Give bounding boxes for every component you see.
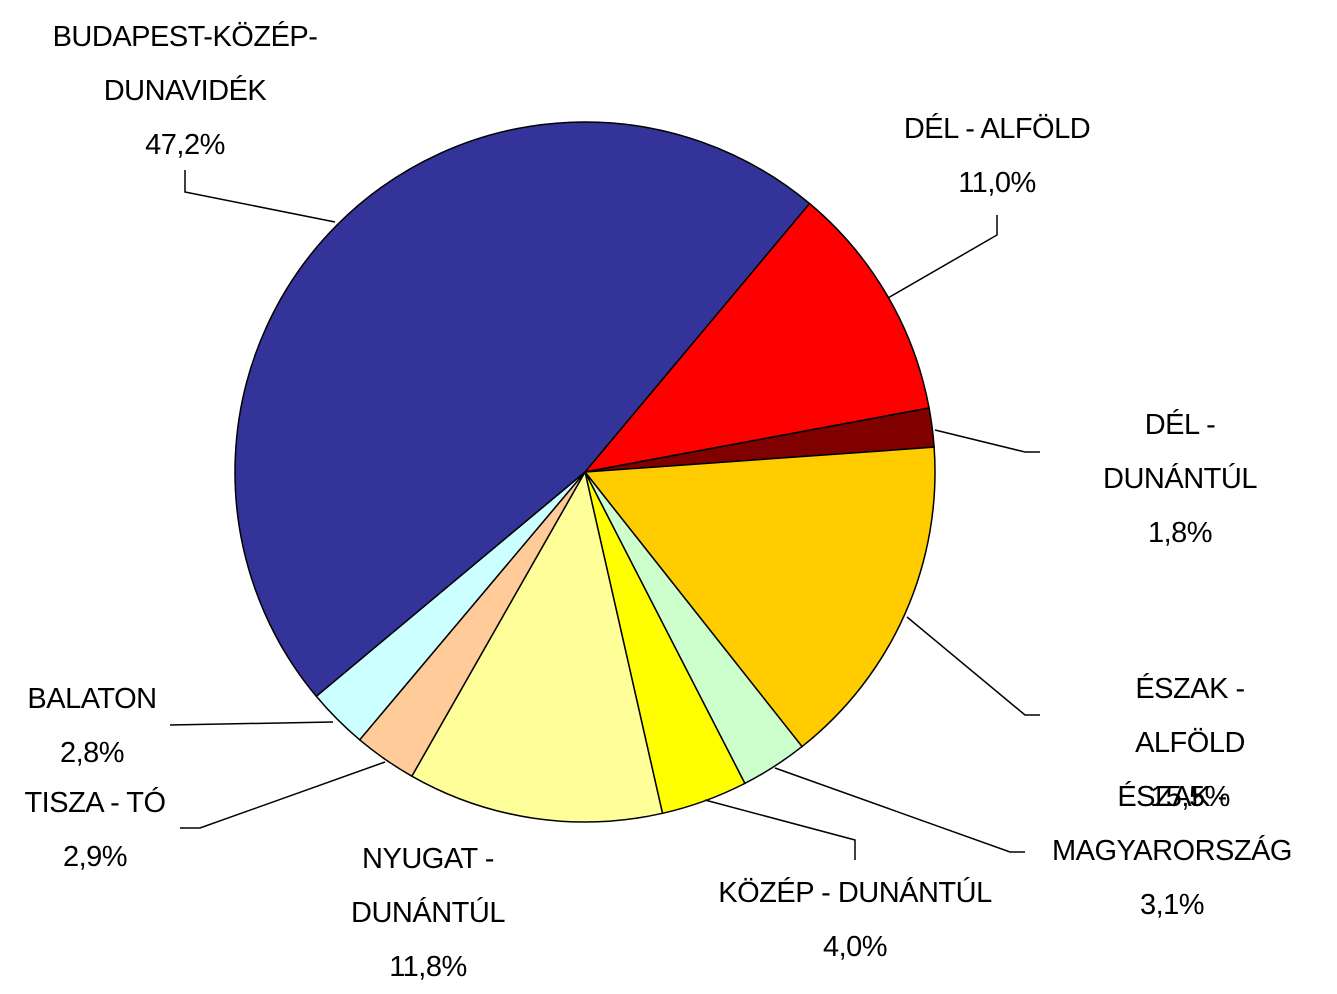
leader-line <box>774 767 1025 853</box>
pie-slice <box>410 469 664 823</box>
category-label: KÖZÉP - DUNÁNTÚL <box>718 877 992 909</box>
pie-slice <box>234 121 811 698</box>
category-label: BUDAPEST-KÖZÉP- DUNAVIDÉK <box>52 21 318 107</box>
leader-line <box>934 429 1040 453</box>
category-label: NYUGAT - DUNÁNTÚL <box>351 843 505 929</box>
value-label: 1,8% <box>1147 517 1213 549</box>
value-label: 4,0% <box>822 931 888 963</box>
value-label: 11,8% <box>389 951 467 983</box>
pie-slice <box>583 202 930 474</box>
pie-slice <box>583 446 936 748</box>
slice-label: ÉSZAK - ALFÖLD 15,5% <box>1117 662 1264 824</box>
leader-line <box>906 616 1040 716</box>
category-label: ÉSZAK - ALFÖLD <box>1135 673 1245 759</box>
value-label: 15,5% <box>1150 781 1230 813</box>
leader-line <box>169 721 334 726</box>
leader-line <box>887 215 998 299</box>
slice-label: BALATON 2,8% <box>27 672 157 780</box>
leader-line <box>180 761 386 829</box>
value-label: 2,8% <box>59 737 125 769</box>
value-label: 11,0% <box>958 167 1036 199</box>
leader-line <box>704 799 856 860</box>
category-label: BALATON <box>27 683 157 715</box>
category-label: DÉL - ALFÖLD <box>903 113 1091 145</box>
category-label: TISZA - TÓ <box>24 787 166 819</box>
slice-label: DÉL - ALFÖLD 11,0% <box>903 102 1091 210</box>
slice-label: TISZA - TÓ 2,9% <box>24 776 166 884</box>
slice-label: BUDAPEST-KÖZÉP- DUNAVIDÉK 47,2% <box>53 10 318 172</box>
leader-line <box>184 170 336 223</box>
slice-label: NYUGAT - DUNÁNTÚL 11,8% <box>351 832 505 994</box>
slice-label: DÉL - DUNÁNTÚL 1,8% <box>1102 398 1259 560</box>
category-label: ÉSZAK - MAGYARORSZÁG <box>1052 781 1293 867</box>
slice-label: ÉSZAK - MAGYARORSZÁG 3,1% <box>1052 770 1293 932</box>
slice-label: KÖZÉP - DUNÁNTÚL 4,0% <box>718 866 992 974</box>
value-label: 3,1% <box>1139 889 1205 921</box>
value-label: 2,9% <box>62 841 128 873</box>
category-label: DÉL - DUNÁNTÚL <box>1103 409 1257 495</box>
value-label: 47,2% <box>145 129 225 161</box>
